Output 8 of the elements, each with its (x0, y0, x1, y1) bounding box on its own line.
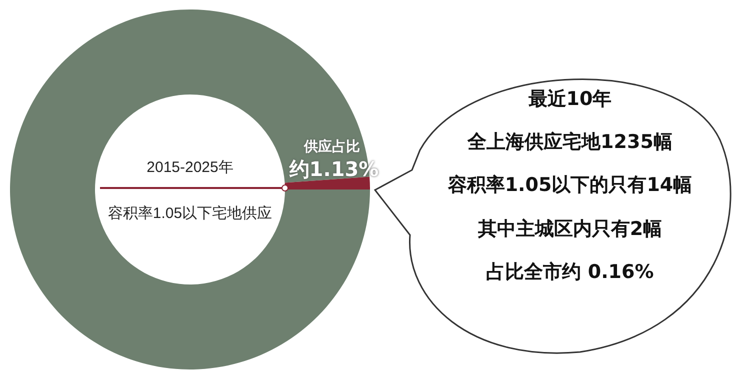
text: 供应占比 (304, 138, 360, 156)
text: 占比全市约 0.16% (486, 260, 654, 285)
text: 其中主城区内只有2幅 (478, 217, 662, 242)
text: 容积率1.05以下的只有14幅 (448, 173, 692, 198)
text: 2015-2025年 (146, 158, 234, 177)
text: 全上海供应宅地1235幅 (468, 130, 672, 155)
text: 容积率1.05以下宅地供应 (108, 204, 272, 223)
text: 最近10年 (528, 87, 612, 112)
